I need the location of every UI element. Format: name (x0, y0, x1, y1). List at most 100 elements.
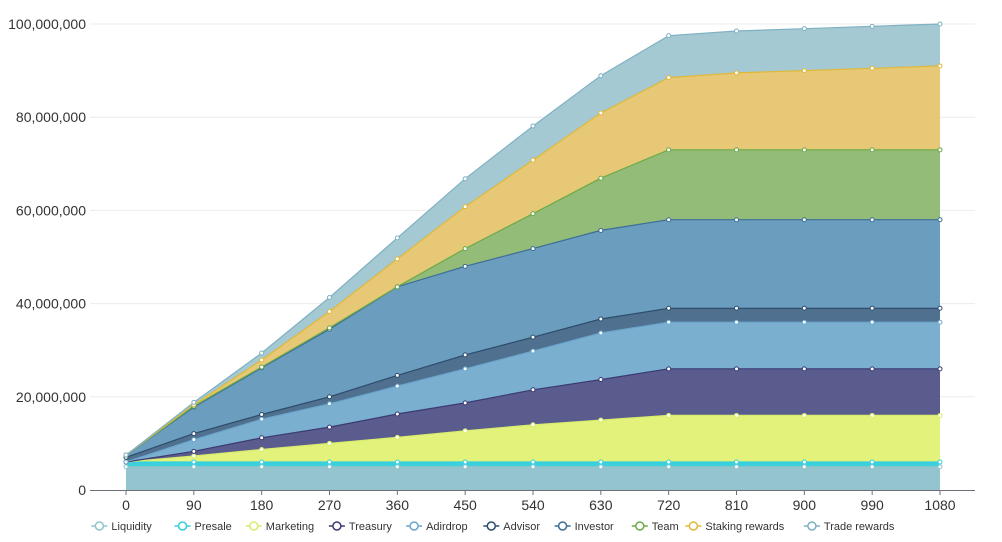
data-point[interactable] (327, 295, 332, 301)
data-point[interactable] (123, 464, 129, 470)
data-point[interactable] (530, 157, 536, 163)
data-point[interactable] (530, 246, 536, 252)
legend-item-treasury[interactable]: Treasury (328, 521, 392, 533)
data-point[interactable] (937, 217, 943, 223)
data-point[interactable] (734, 28, 739, 34)
data-point[interactable] (259, 459, 265, 465)
data-point[interactable] (462, 428, 468, 434)
data-point[interactable] (462, 459, 468, 465)
data-point[interactable] (801, 319, 807, 325)
data-point[interactable] (937, 459, 943, 465)
data-point[interactable] (666, 459, 672, 465)
data-point[interactable] (327, 440, 332, 446)
data-point[interactable] (259, 364, 265, 370)
data-point[interactable] (191, 431, 197, 437)
data-point[interactable] (869, 366, 875, 372)
data-point[interactable] (869, 65, 875, 71)
data-point[interactable] (801, 217, 807, 223)
data-point[interactable] (598, 175, 604, 181)
data-point[interactable] (462, 366, 468, 372)
data-point[interactable] (598, 227, 604, 233)
data-point[interactable] (937, 412, 943, 418)
data-point[interactable] (462, 204, 468, 210)
data-point[interactable] (598, 417, 604, 423)
data-point[interactable] (462, 400, 468, 406)
data-point[interactable] (734, 412, 739, 418)
data-point[interactable] (462, 176, 468, 182)
data-point[interactable] (869, 217, 875, 223)
data-point[interactable] (530, 464, 536, 470)
data-point[interactable] (869, 305, 875, 311)
data-point[interactable] (191, 437, 197, 443)
data-point[interactable] (394, 459, 400, 465)
data-point[interactable] (327, 394, 332, 400)
data-point[interactable] (666, 217, 672, 223)
data-point[interactable] (869, 23, 875, 29)
data-point[interactable] (394, 383, 400, 389)
legend-item-staking-rewards[interactable]: Staking rewards (685, 521, 785, 533)
data-point[interactable] (666, 33, 672, 39)
data-point[interactable] (259, 350, 265, 356)
data-point[interactable] (598, 377, 604, 383)
data-point[interactable] (666, 305, 672, 311)
data-point[interactable] (666, 366, 672, 372)
data-point[interactable] (801, 147, 807, 153)
data-point[interactable] (937, 464, 943, 470)
legend-item-liquidity[interactable]: Liquidity (91, 521, 152, 533)
data-point[interactable] (734, 319, 739, 325)
data-point[interactable] (801, 68, 807, 74)
data-point[interactable] (462, 263, 468, 269)
data-point[interactable] (801, 26, 807, 32)
data-point[interactable] (734, 70, 739, 76)
legend-item-marketing[interactable]: Marketing (245, 521, 314, 533)
data-point[interactable] (394, 235, 400, 241)
data-point[interactable] (259, 435, 265, 441)
data-point[interactable] (869, 147, 875, 153)
data-point[interactable] (191, 464, 197, 470)
legend-item-investor[interactable]: Investor (554, 521, 614, 533)
data-point[interactable] (259, 416, 265, 422)
data-point[interactable] (937, 366, 943, 372)
data-point[interactable] (869, 319, 875, 325)
data-point[interactable] (666, 147, 672, 153)
data-point[interactable] (801, 366, 807, 372)
data-point[interactable] (666, 464, 672, 470)
data-point[interactable] (666, 319, 672, 325)
data-point[interactable] (598, 316, 604, 322)
legend-item-trade-rewards[interactable]: Trade rewards (803, 521, 895, 533)
data-point[interactable] (191, 448, 197, 454)
data-point[interactable] (937, 147, 943, 153)
legend-item-presale[interactable]: Presale (174, 521, 232, 533)
data-point[interactable] (734, 217, 739, 223)
data-point[interactable] (394, 284, 400, 290)
data-point[interactable] (394, 434, 400, 440)
legend-item-adirdrop[interactable]: Adirdrop (406, 521, 468, 533)
data-point[interactable] (734, 366, 739, 372)
data-point[interactable] (394, 464, 400, 470)
data-point[interactable] (530, 123, 536, 129)
data-point[interactable] (937, 21, 943, 27)
data-point[interactable] (327, 401, 332, 407)
data-point[interactable] (598, 330, 604, 336)
data-point[interactable] (462, 464, 468, 470)
legend-item-team[interactable]: Team (631, 521, 679, 533)
data-point[interactable] (259, 357, 265, 363)
data-point[interactable] (937, 305, 943, 311)
data-point[interactable] (394, 372, 400, 378)
data-point[interactable] (598, 110, 604, 116)
data-point[interactable] (191, 459, 197, 465)
data-point[interactable] (801, 412, 807, 418)
data-point[interactable] (869, 459, 875, 465)
data-point[interactable] (530, 422, 536, 428)
data-point[interactable] (530, 387, 536, 393)
data-point[interactable] (734, 147, 739, 153)
data-point[interactable] (869, 412, 875, 418)
data-point[interactable] (530, 211, 536, 217)
data-point[interactable] (394, 256, 400, 262)
legend-item-advisor[interactable]: Advisor (483, 521, 540, 533)
legend[interactable]: Liquidity Presale Marketing Treasury Adirdro… (91, 521, 895, 533)
data-point[interactable] (327, 464, 332, 470)
data-point[interactable] (734, 464, 739, 470)
data-point[interactable] (734, 459, 739, 465)
data-point[interactable] (327, 309, 332, 315)
